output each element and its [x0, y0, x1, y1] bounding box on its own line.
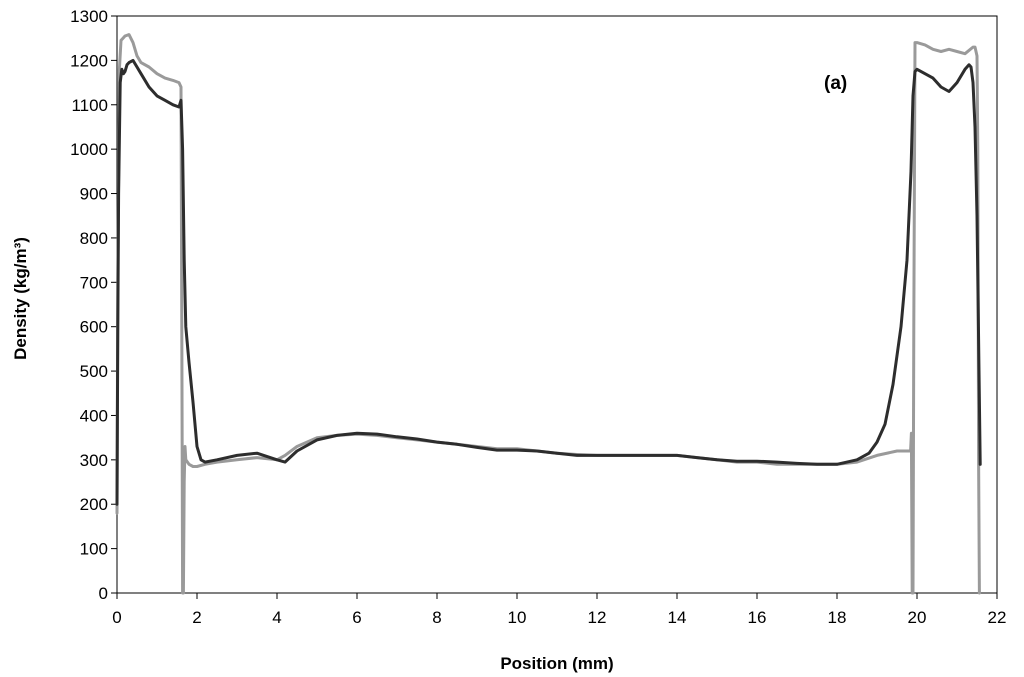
y-tick-label: 100 [80, 540, 108, 559]
x-axis-title: Position (mm) [500, 654, 613, 673]
x-tick-label: 4 [272, 608, 281, 627]
y-tick-label: 300 [80, 451, 108, 470]
series-line-2 [115, 58, 982, 506]
y-tick-label: 700 [80, 273, 108, 292]
x-tick-label: 12 [588, 608, 607, 627]
x-tick-label: 18 [828, 608, 847, 627]
y-tick-label: 400 [80, 406, 108, 425]
x-tick-label: 10 [508, 608, 527, 627]
x-tick-label: 6 [352, 608, 361, 627]
y-tick-label: 500 [80, 362, 108, 381]
y-tick-label: 600 [80, 318, 108, 337]
y-tick-label: 900 [80, 185, 108, 204]
y-tick-label: 200 [80, 495, 108, 514]
x-tick-label: 8 [432, 608, 441, 627]
panel-annotation: (a) [824, 73, 847, 94]
x-tick-label: 14 [668, 608, 687, 627]
y-tick-label: 0 [99, 584, 108, 603]
y-tick-label: 1300 [70, 7, 108, 26]
x-tick-label: 2 [192, 608, 201, 627]
x-tick-label: 20 [908, 608, 927, 627]
y-tick-label: 1000 [70, 140, 108, 159]
y-axis: 0 100 200 300 400 500 600 700 800 900 1000 1100 1200… [70, 7, 117, 603]
y-tick-label: 800 [80, 229, 108, 248]
series-layer [115, 33, 982, 595]
plot-area [116, 15, 998, 594]
x-tick-label: 0 [112, 608, 121, 627]
x-tick-label: 22 [988, 608, 1007, 627]
x-tick-label: 16 [748, 608, 767, 627]
x-axis: 0 2 4 6 8 10 12 14 16 18 20 22 [112, 593, 1006, 627]
y-tick-label: 1200 [70, 51, 108, 70]
y-tick-label: 1100 [71, 96, 108, 115]
y-axis-title: Density (kg/m³) [11, 237, 30, 360]
